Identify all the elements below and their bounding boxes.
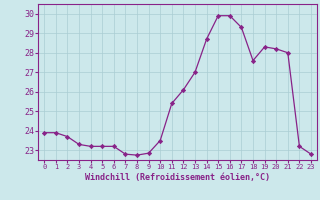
- X-axis label: Windchill (Refroidissement éolien,°C): Windchill (Refroidissement éolien,°C): [85, 173, 270, 182]
